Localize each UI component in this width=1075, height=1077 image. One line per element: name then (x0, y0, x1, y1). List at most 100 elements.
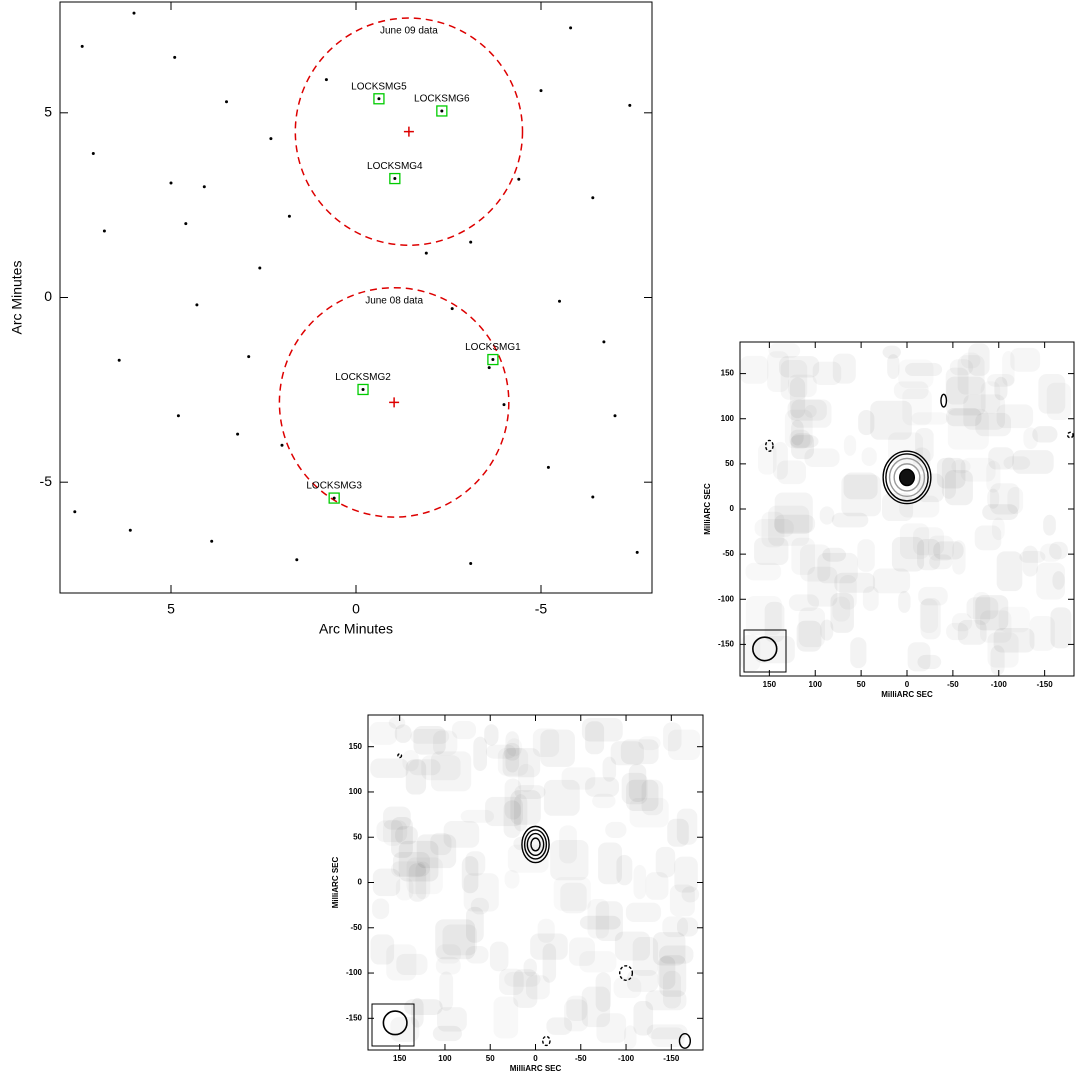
noise (789, 430, 810, 449)
noise (987, 489, 999, 509)
noise (844, 435, 856, 456)
field-source (225, 100, 228, 103)
noise (386, 944, 416, 980)
field-source (425, 252, 428, 255)
noise (505, 778, 522, 819)
figure: 50-5-505Arc MinutesArc MinutesJune 09 da… (0, 0, 1075, 1077)
noise (626, 903, 661, 922)
noise (564, 999, 588, 1031)
noise (538, 919, 555, 943)
noise (1012, 450, 1053, 474)
field-source (591, 495, 594, 498)
noise (768, 343, 800, 357)
x-axis-label: MilliARC SEC (881, 690, 933, 699)
field-source (103, 230, 106, 233)
y-tick-label: -50 (350, 923, 362, 932)
noise (740, 356, 768, 384)
noise (431, 751, 471, 791)
noise (605, 822, 626, 838)
panel: 150100500-50-100-150-150-100-50050100150… (331, 715, 703, 1073)
noise (389, 716, 406, 729)
noise (1002, 351, 1015, 386)
contour (900, 469, 915, 485)
noise (952, 613, 972, 631)
field-source (558, 300, 561, 303)
field-source (118, 359, 121, 362)
x-tick-label: -100 (991, 680, 1008, 689)
noise (1022, 546, 1037, 577)
y-tick-label: 50 (725, 459, 734, 468)
y-tick-label: -5 (40, 473, 53, 489)
y-tick-label: -100 (718, 594, 735, 603)
y-tick-label: 5 (44, 104, 52, 120)
field-source (173, 56, 176, 59)
field-source (247, 355, 250, 358)
noise (436, 944, 461, 963)
y-tick-label: 0 (730, 504, 735, 513)
x-tick-label: -50 (575, 1054, 587, 1063)
noise (968, 344, 989, 376)
field-source (236, 433, 239, 436)
field-source (73, 510, 76, 513)
noise (667, 819, 689, 847)
noise (948, 409, 989, 450)
source (377, 97, 380, 100)
noise (997, 551, 1023, 591)
field-source (591, 196, 594, 199)
noise (410, 729, 449, 744)
noise (582, 718, 623, 741)
field-source (92, 152, 95, 155)
noise (598, 842, 622, 884)
noise (439, 972, 453, 1011)
noise (992, 518, 1005, 541)
contour (543, 1036, 550, 1045)
source-label: LOCKSMG1 (465, 342, 521, 353)
noise (844, 472, 878, 499)
noise (486, 745, 516, 759)
field-source (170, 181, 173, 184)
noise (946, 368, 969, 405)
field-center (389, 397, 399, 407)
noise (668, 730, 700, 760)
noise (638, 736, 660, 750)
x-tick-label: -50 (947, 680, 959, 689)
x-tick-label: 100 (438, 1054, 452, 1063)
noise (430, 833, 451, 855)
field-source (488, 366, 491, 369)
x-tick-label: 150 (393, 1054, 407, 1063)
panel: 150100500-50-100-150-150-100-50050100150… (703, 342, 1074, 699)
noise (758, 443, 777, 475)
noise (917, 655, 941, 669)
noise (437, 1007, 467, 1031)
noise (873, 568, 910, 593)
noise (911, 412, 948, 424)
x-axis-label: Arc Minutes (319, 621, 393, 637)
source-label: LOCKSMG3 (306, 481, 362, 492)
x-tick-label: -100 (618, 1054, 635, 1063)
noise (677, 917, 698, 936)
source-label: LOCKSMG6 (414, 94, 470, 105)
y-tick-label: 100 (721, 414, 735, 423)
noise (883, 346, 901, 359)
noise (898, 359, 933, 388)
noise (490, 942, 509, 972)
noise (777, 460, 806, 484)
noise (961, 458, 996, 482)
field-source (547, 466, 550, 469)
y-tick-label: 50 (353, 832, 362, 841)
noise (370, 758, 408, 777)
noise (820, 506, 835, 524)
noise (626, 780, 658, 811)
source-label: LOCKSMG5 (351, 81, 407, 92)
field-source (81, 45, 84, 48)
noise (745, 563, 781, 581)
field-source (203, 185, 206, 188)
field-source (451, 307, 454, 310)
contour (941, 394, 947, 407)
noise (499, 969, 524, 995)
y-tick-label: -50 (722, 549, 734, 558)
noise (505, 870, 520, 889)
x-tick-label: -150 (1037, 680, 1054, 689)
noise (633, 865, 646, 899)
